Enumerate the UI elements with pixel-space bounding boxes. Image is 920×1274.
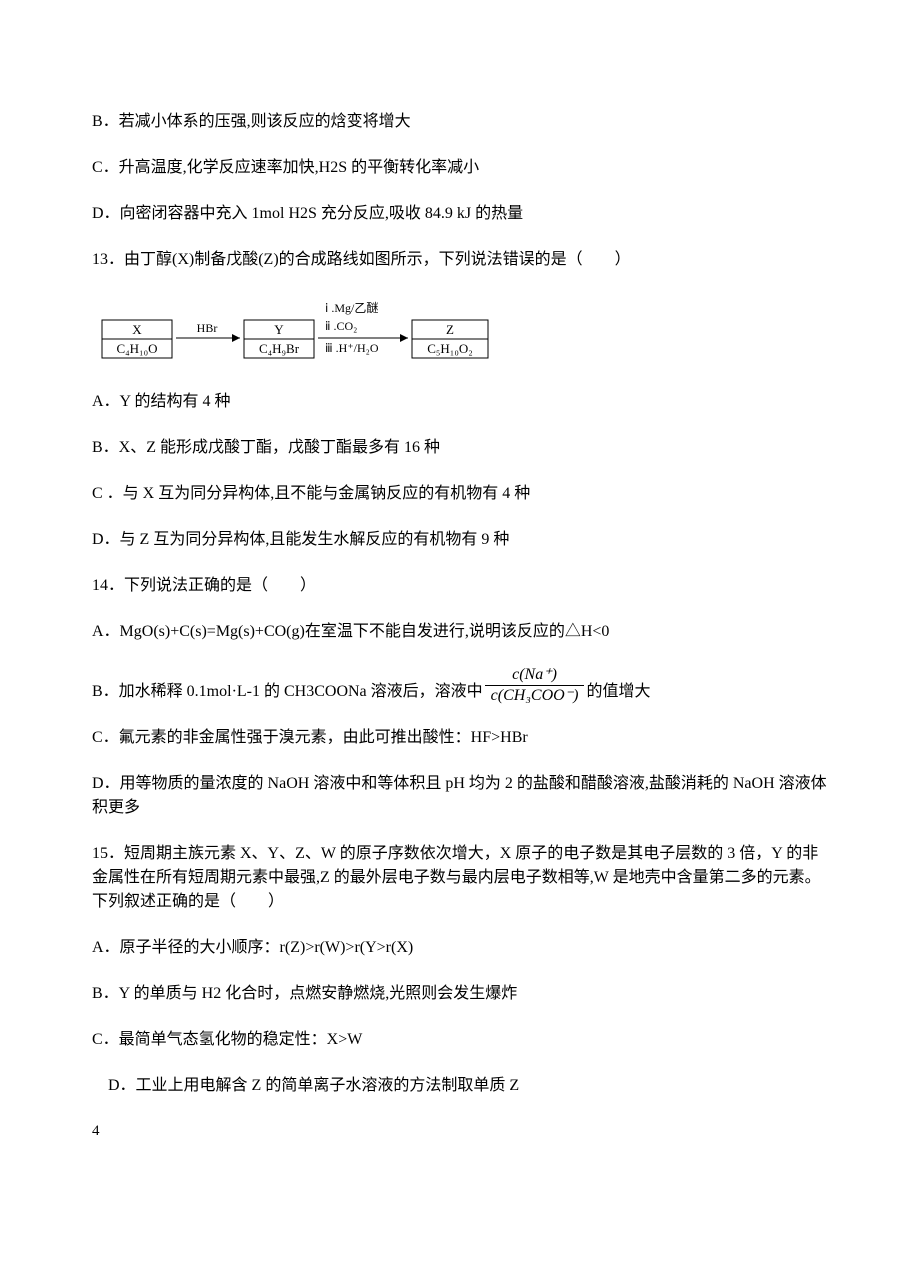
- q13-option-c: C ．与 X 互为同分异构体,且不能与金属钠反应的有机物有 4 种: [92, 482, 828, 506]
- q14-option-b-fraction: c(Na⁺) c(CH₃COO⁻): [485, 666, 585, 704]
- diagram-step-iii: ⅲ .H⁺/H₂O: [325, 341, 379, 355]
- diagram-box3-bot: C₅H₁₀O₂: [427, 341, 473, 356]
- q12-option-d: D．向密闭容器中充入 1mol H2S 充分反应,吸收 84.9 kJ 的热量: [92, 202, 828, 226]
- q13-synthesis-diagram: X C₄H₁₀O HBr Y C₄H₉Br ⅰ .Mg/乙醚 ⅱ .CO₂ ⅲ …: [100, 294, 828, 372]
- q14-option-a: A．MgO(s)+C(s)=Mg(s)+CO(g)在室温下不能自发进行,说明该反…: [92, 620, 828, 644]
- q14-option-b-fraction-num: c(Na⁺): [485, 666, 585, 686]
- q12-option-b: B．若减小体系的压强,则该反应的焓变将增大: [92, 110, 828, 134]
- diagram-arrow1-label: HBr: [197, 321, 218, 335]
- q13-option-d: D．与 Z 互为同分异构体,且能发生水解反应的有机物有 9 种: [92, 528, 828, 552]
- q12-option-c: C．升高温度,化学反应速率加快,H2S 的平衡转化率减小: [92, 156, 828, 180]
- q14-option-b-fraction-den: c(CH₃COO⁻): [485, 686, 585, 705]
- diagram-step-i: ⅰ .Mg/乙醚: [325, 301, 378, 315]
- q13-option-a: A．Y 的结构有 4 种: [92, 390, 828, 414]
- diagram-box1-bot: C₄H₁₀O: [116, 341, 157, 356]
- q14-option-b-pre: B．加水稀释 0.1mol·L-1 的 CH3COONa 溶液后，溶液中: [92, 680, 483, 704]
- q13-option-b: B．X、Z 能形成戊酸丁酯，戊酸丁酯最多有 16 种: [92, 436, 828, 460]
- diagram-box3-top: Z: [446, 322, 454, 337]
- q15-option-a: A．原子半径的大小顺序：r(Z)>r(W)>r(Y>r(X): [92, 936, 828, 960]
- q14-stem: 14．下列说法正确的是（ ）: [92, 574, 828, 598]
- q15-option-b: B．Y 的单质与 H2 化合时，点燃安静燃烧,光照则会发生爆炸: [92, 982, 828, 1006]
- diagram-box2-bot: C₄H₉Br: [259, 341, 300, 356]
- page-number: 4: [92, 1120, 828, 1143]
- q14-option-d: D．用等物质的量浓度的 NaOH 溶液中和等体积且 pH 均为 2 的盐酸和醋酸…: [92, 772, 828, 820]
- q15-option-d: D．工业上用电解含 Z 的简单离子水溶液的方法制取单质 Z: [92, 1074, 828, 1098]
- diagram-box2-top: Y: [274, 322, 284, 337]
- diagram-step-ii: ⅱ .CO₂: [325, 319, 357, 333]
- q14-option-b-post: 的值增大: [586, 680, 650, 704]
- diagram-box1-top: X: [132, 322, 142, 337]
- q14-option-b: B．加水稀释 0.1mol·L-1 的 CH3COONa 溶液后，溶液中 c(N…: [92, 666, 828, 704]
- q15-stem: 15．短周期主族元素 X、Y、Z、W 的原子序数依次增大，X 原子的电子数是其电…: [92, 842, 828, 914]
- q14-option-c: C．氟元素的非金属性强于溴元素，由此可推出酸性：HF>HBr: [92, 726, 828, 750]
- q13-stem: 13．由丁醇(X)制备戊酸(Z)的合成路线如图所示，下列说法错误的是（ ）: [92, 248, 828, 272]
- q15-option-c: C．最简单气态氢化物的稳定性：X>W: [92, 1028, 828, 1052]
